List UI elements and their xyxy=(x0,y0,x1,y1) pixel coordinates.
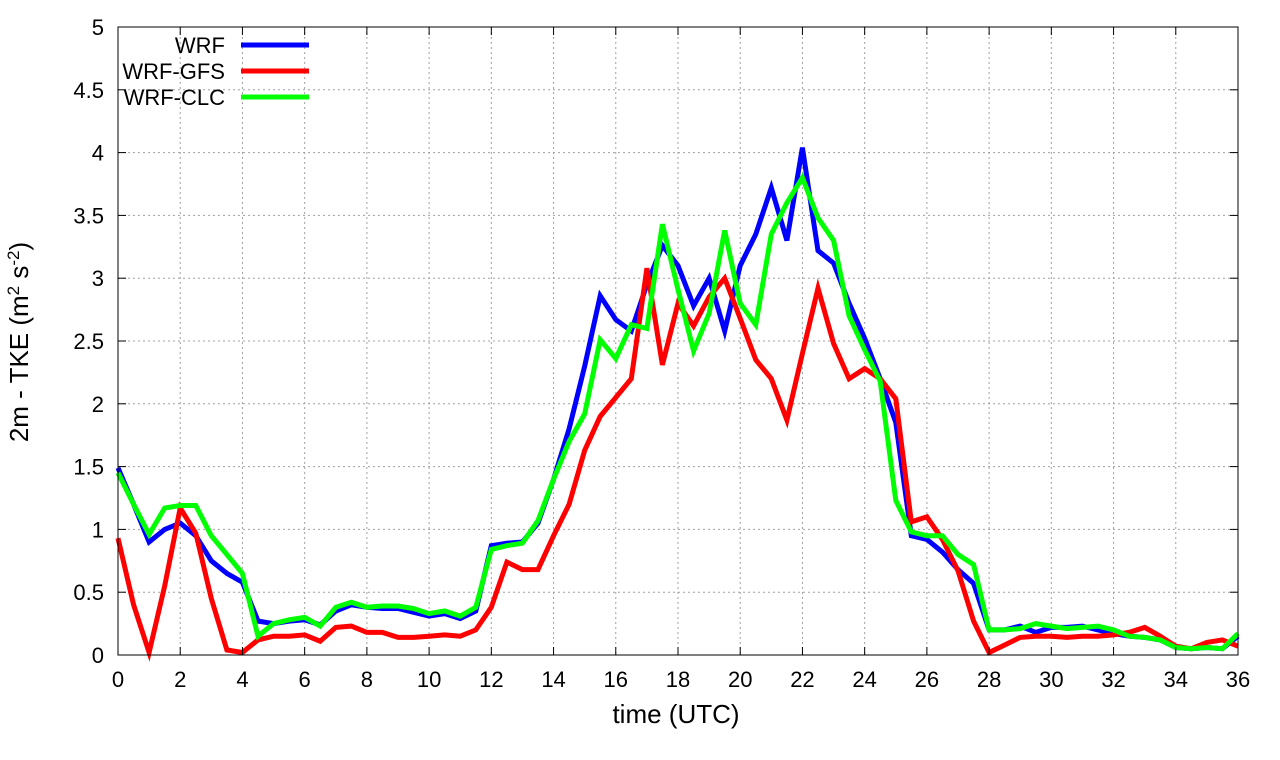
x-tick-label: 34 xyxy=(1164,667,1188,692)
x-tick-label: 16 xyxy=(604,667,628,692)
x-axis-title: time (UTC) xyxy=(612,699,739,729)
x-tick-label: 18 xyxy=(666,667,690,692)
y-tick-label: 0.5 xyxy=(73,580,104,605)
x-tick-label: 36 xyxy=(1226,667,1250,692)
legend-label-wrf-clc: WRF-CLC xyxy=(124,85,226,110)
x-tick-label: 20 xyxy=(728,667,752,692)
y-tick-label: 4 xyxy=(92,141,104,166)
y-axis-title-end: ) xyxy=(4,242,34,251)
x-tick-label: 10 xyxy=(417,667,441,692)
x-tick-label: 22 xyxy=(790,667,814,692)
y-tick-label: 5 xyxy=(92,15,104,40)
y-tick-label: 4.5 xyxy=(73,78,104,103)
x-tick-label: 12 xyxy=(479,667,503,692)
ticks xyxy=(117,26,1239,656)
x-tick-label: 26 xyxy=(915,667,939,692)
y-tick-label: 2.5 xyxy=(73,329,104,354)
y-tick-label: 1.5 xyxy=(73,455,104,480)
y-tick-label: 1 xyxy=(92,517,104,542)
y-axis-title-sup1: 2 xyxy=(4,286,23,295)
x-tick-label: 30 xyxy=(1039,667,1063,692)
legend-label-wrf-gfs: WRF-GFS xyxy=(122,59,225,84)
x-tick-label: 8 xyxy=(361,667,373,692)
x-tick-label: 32 xyxy=(1101,667,1125,692)
x-tick-label: 2 xyxy=(174,667,186,692)
x-tick-labels: 0 2 4 6 8 10 12 14 16 18 20 22 24 26 28 30 32 34 36 xyxy=(112,667,1250,692)
grid xyxy=(117,26,1239,656)
legend-label-wrf: WRF xyxy=(175,33,225,58)
x-tick-label: 0 xyxy=(112,667,124,692)
x-tick-label: 6 xyxy=(299,667,311,692)
y-tick-label: 3.5 xyxy=(73,203,104,228)
y-tick-labels: 0 0.5 1 1.5 2 2.5 3 3.5 4 4.5 5 xyxy=(73,15,104,668)
y-axis-title-main: 2m - TKE (m xyxy=(4,295,34,442)
series-group xyxy=(115,147,1240,662)
y-axis-title-mid: s xyxy=(4,266,34,286)
y-tick-label: 3 xyxy=(92,266,104,291)
x-tick-label: 4 xyxy=(236,667,248,692)
series-line-wrf-gfs xyxy=(115,267,1239,662)
y-tick-label: 0 xyxy=(92,643,104,668)
y-axis-title-sup2: -2 xyxy=(4,250,23,265)
x-tick-label: 14 xyxy=(541,667,565,692)
y-tick-label: 2 xyxy=(92,392,104,417)
x-tick-label: 28 xyxy=(977,667,1001,692)
series-line-wrf-clc xyxy=(115,172,1240,652)
x-tick-label: 24 xyxy=(852,667,876,692)
y-axis-title: 2m - TKE (m2 s-2) xyxy=(4,242,35,442)
